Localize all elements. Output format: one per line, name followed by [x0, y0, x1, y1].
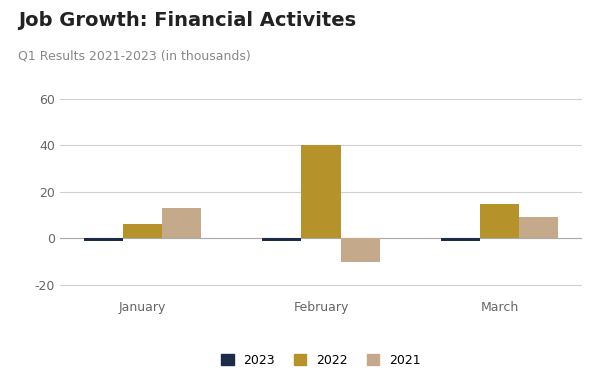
Legend: 2023, 2022, 2021: 2023, 2022, 2021 — [216, 348, 426, 372]
Bar — [480, 204, 519, 238]
Bar — [341, 238, 380, 261]
Bar — [84, 238, 123, 241]
Bar — [162, 208, 202, 238]
Text: Q1 Results 2021-2023 (in thousands): Q1 Results 2021-2023 (in thousands) — [18, 49, 251, 62]
Bar — [519, 217, 558, 238]
Bar — [123, 225, 162, 238]
Bar — [301, 146, 341, 238]
Bar — [440, 238, 480, 241]
Text: Job Growth: Financial Activites: Job Growth: Financial Activites — [18, 11, 356, 30]
Bar — [262, 238, 301, 241]
